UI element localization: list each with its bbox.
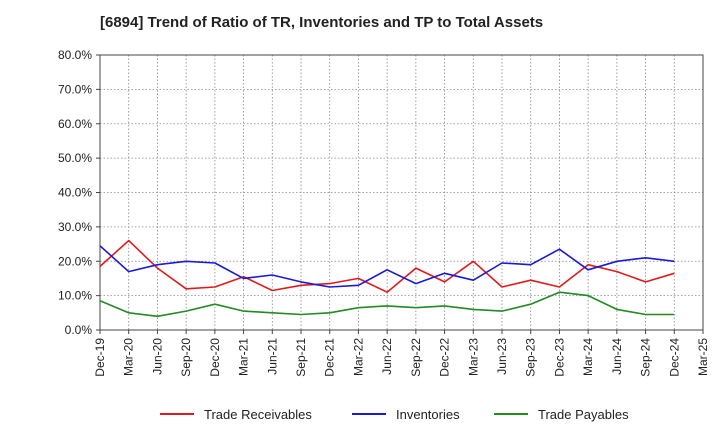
x-tick-label: Mar-23 — [466, 338, 480, 376]
y-tick-label: 60.0% — [58, 117, 92, 131]
x-tick-label: Mar-24 — [581, 338, 595, 376]
x-tick-label: Mar-20 — [122, 338, 136, 376]
x-tick-label: Dec-23 — [552, 338, 566, 377]
x-tick-label: Jun-23 — [495, 338, 509, 375]
y-tick-label: 30.0% — [58, 220, 92, 234]
x-tick-label: Dec-21 — [323, 338, 337, 377]
x-tick-label: Sep-23 — [524, 338, 538, 377]
y-tick-label: 70.0% — [58, 82, 92, 96]
series-line-3 — [99, 291, 675, 318]
x-tick-label: Dec-24 — [667, 338, 681, 377]
x-tick-label: Jun-21 — [265, 338, 279, 375]
x-tick-label: Sep-22 — [409, 338, 423, 377]
legend-label: Trade Receivables — [204, 407, 312, 422]
x-tick-label: Mar-22 — [351, 338, 365, 376]
series-line-2 — [99, 245, 675, 288]
y-tick-label: 10.0% — [58, 289, 92, 303]
x-tick-label: Dec-22 — [438, 338, 452, 377]
chart-title: [6894] Trend of Ratio of TR, Inventories… — [100, 14, 544, 31]
x-tick-label: Sep-20 — [179, 338, 193, 377]
x-tick-label: Jun-24 — [610, 338, 624, 375]
x-tick-label: Dec-19 — [93, 338, 107, 377]
series-line-1 — [99, 239, 675, 294]
x-tick-label: Dec-20 — [208, 338, 222, 377]
y-tick-label: 20.0% — [58, 254, 92, 268]
y-tick-label: 40.0% — [58, 186, 92, 200]
x-tick-label: Sep-21 — [294, 338, 308, 377]
y-tick-label: 80.0% — [58, 48, 92, 62]
legend-label: Trade Payables — [538, 407, 629, 422]
x-tick-label: Jun-20 — [150, 338, 164, 375]
y-tick-label: 0.0% — [65, 323, 93, 337]
y-tick-label: 50.0% — [58, 151, 92, 165]
x-tick-label: Jun-22 — [380, 338, 394, 375]
legend-label: Inventories — [396, 407, 460, 422]
x-tick-label: Sep-24 — [639, 338, 653, 377]
x-tick-label: Mar-25 — [696, 338, 710, 376]
x-tick-label: Mar-21 — [237, 338, 251, 376]
